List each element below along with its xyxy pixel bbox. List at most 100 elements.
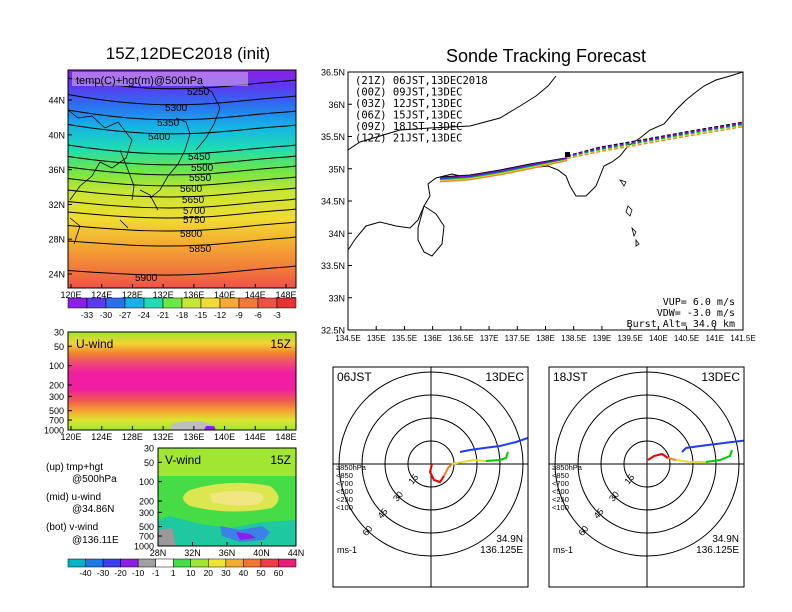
ring-label: 60 (360, 524, 374, 538)
track-xticks: 134.5E 135E 135.5E 136E 136.5E 137E 137.5E 138E… (335, 326, 756, 343)
x-tick-label: 136E (183, 290, 204, 300)
height-contour-line (67, 165, 297, 176)
track-descent-line (566, 124, 743, 159)
level-legend-entry: ≥850hPa (552, 463, 583, 472)
height-contour-line (67, 265, 297, 276)
track-ascent-line (439, 157, 568, 178)
track-yticks: 36.5N 36N 35.5N 35N 34.5N 34N 33.5N 33N 32.5N (321, 68, 352, 336)
x-tick-label: 140E (214, 290, 235, 300)
y-tick-label: 40N (48, 130, 65, 140)
track-descent-line (566, 123, 743, 158)
burst-alt-text: Burst Alt= 34.0 km (627, 319, 735, 330)
x-tick-label: 140E (214, 432, 235, 442)
colorbar-label: -18 (176, 310, 189, 320)
track-legend: (21Z) 06JST,13DEC2018(00Z) 09JST,13DEC(0… (355, 75, 488, 145)
colorbar-swatch (120, 558, 139, 568)
panel-v-xticks: 28N 32N 36N 40N 44N (150, 542, 305, 558)
colorbar-label: -10 (132, 568, 145, 578)
height-contour-line (67, 94, 297, 106)
y-tick-label: 100 (139, 477, 154, 487)
y-tick-label: 300 (139, 508, 154, 518)
colorbar-label: -27 (119, 310, 132, 320)
level-legend-entry: <250 (552, 495, 569, 504)
x-tick-label: 44N (288, 548, 305, 558)
ring-label: 15 (406, 472, 420, 486)
contour-label: 5300 (165, 103, 188, 114)
x-tick-label: 140E (649, 334, 668, 343)
level-legend-entry: <100 (552, 503, 569, 512)
x-tick-label: 138E (536, 334, 555, 343)
x-tick-label: 132E (153, 432, 174, 442)
colorbar-swatch (190, 558, 209, 568)
panel-500-label: temp(C)+hgt(m)@500hPa (76, 75, 204, 87)
y-tick-label: 700 (139, 532, 154, 542)
y-tick-label: 1000 (134, 542, 154, 552)
temperature-field (68, 70, 296, 288)
height-contour-line (67, 144, 297, 155)
x-tick-label: 32N (184, 548, 201, 558)
colorbar-swatch (155, 558, 174, 568)
x-tick-label: 137E (480, 334, 499, 343)
track-ascent-line (439, 158, 568, 181)
colorbar-swatch (67, 297, 88, 309)
colorbar-swatch (124, 297, 145, 309)
colorbar-label: -40 (79, 568, 92, 578)
contour-label: 5350 (157, 118, 180, 129)
hodograph-trace (705, 449, 733, 463)
colorbar-swatch (85, 558, 104, 568)
colorbar-label: 40 (239, 568, 249, 578)
x-tick-label: 144E (245, 290, 266, 300)
colorbar-swatch (137, 558, 156, 568)
colorbar-swatch (162, 297, 183, 309)
y-tick-label: 36.5N (321, 68, 345, 78)
v-wind-label: V-wind (165, 453, 201, 467)
colorbar-label: -3 (273, 310, 281, 320)
colorbar-swatch (67, 558, 86, 568)
colorbar-label: 50 (256, 568, 266, 578)
track-ascent-line (439, 158, 568, 180)
vup-text: VUP= 6.0 m/s (663, 297, 735, 308)
contour-label: 5600 (180, 184, 203, 195)
hodograph-date: 13DEC (485, 370, 524, 384)
hodograph-lat: 34.9N (496, 534, 523, 545)
y-tick-label: 300 (49, 392, 64, 402)
colorbar-label: -30 (97, 568, 110, 578)
left-title: 15Z,12DEC2018 (init) (106, 44, 270, 63)
x-tick-label: 135E (367, 334, 386, 343)
colorbar-swatch (102, 558, 121, 568)
contour-label: 5400 (148, 132, 171, 143)
track-ascent-line (439, 157, 568, 179)
colorbar-swatch (219, 297, 240, 309)
track-legend-entry: (03Z) 12JST,13DEC (355, 98, 462, 110)
u-wind-field (68, 332, 296, 430)
x-tick-label: 40N (253, 548, 270, 558)
y-tick-label: 200 (49, 381, 64, 391)
hodograph-trace (428, 463, 445, 484)
level-legend-entry: <700 (336, 479, 353, 488)
colorbar-label: 20 (204, 568, 214, 578)
colorbar-swatch (105, 297, 126, 309)
y-tick-label: 44N (48, 96, 65, 106)
y-tick-label: 34N (328, 229, 345, 239)
contour-label: 5550 (189, 173, 212, 184)
legend-line: (bot) v-wind (46, 522, 98, 533)
hodograph-unit: ms-1 (553, 545, 573, 555)
height-contour-line (67, 176, 297, 187)
hodograph-lat: 34.9N (712, 534, 739, 545)
track-legend-entry: (12Z) 21JST,13DEC (355, 133, 462, 145)
height-contour-line (67, 124, 297, 135)
y-tick-label: 36N (328, 100, 345, 110)
x-tick-label: 140.5E (674, 334, 699, 343)
track-legend-entry: (06Z) 15JST,13DEC (355, 110, 462, 122)
panel-500hpa: 5250 5300 5350 5400 5450 5500 5550 5600 … (48, 69, 297, 300)
panel-500-yticks: 44N 40N 36N 32N 28N 24N (48, 96, 72, 280)
contour-label: 5450 (188, 152, 211, 163)
track-ascent-line (439, 159, 568, 183)
y-tick-label: 700 (49, 416, 64, 426)
hodograph-time: 06JST (337, 370, 372, 384)
track-descent-line (566, 122, 743, 158)
